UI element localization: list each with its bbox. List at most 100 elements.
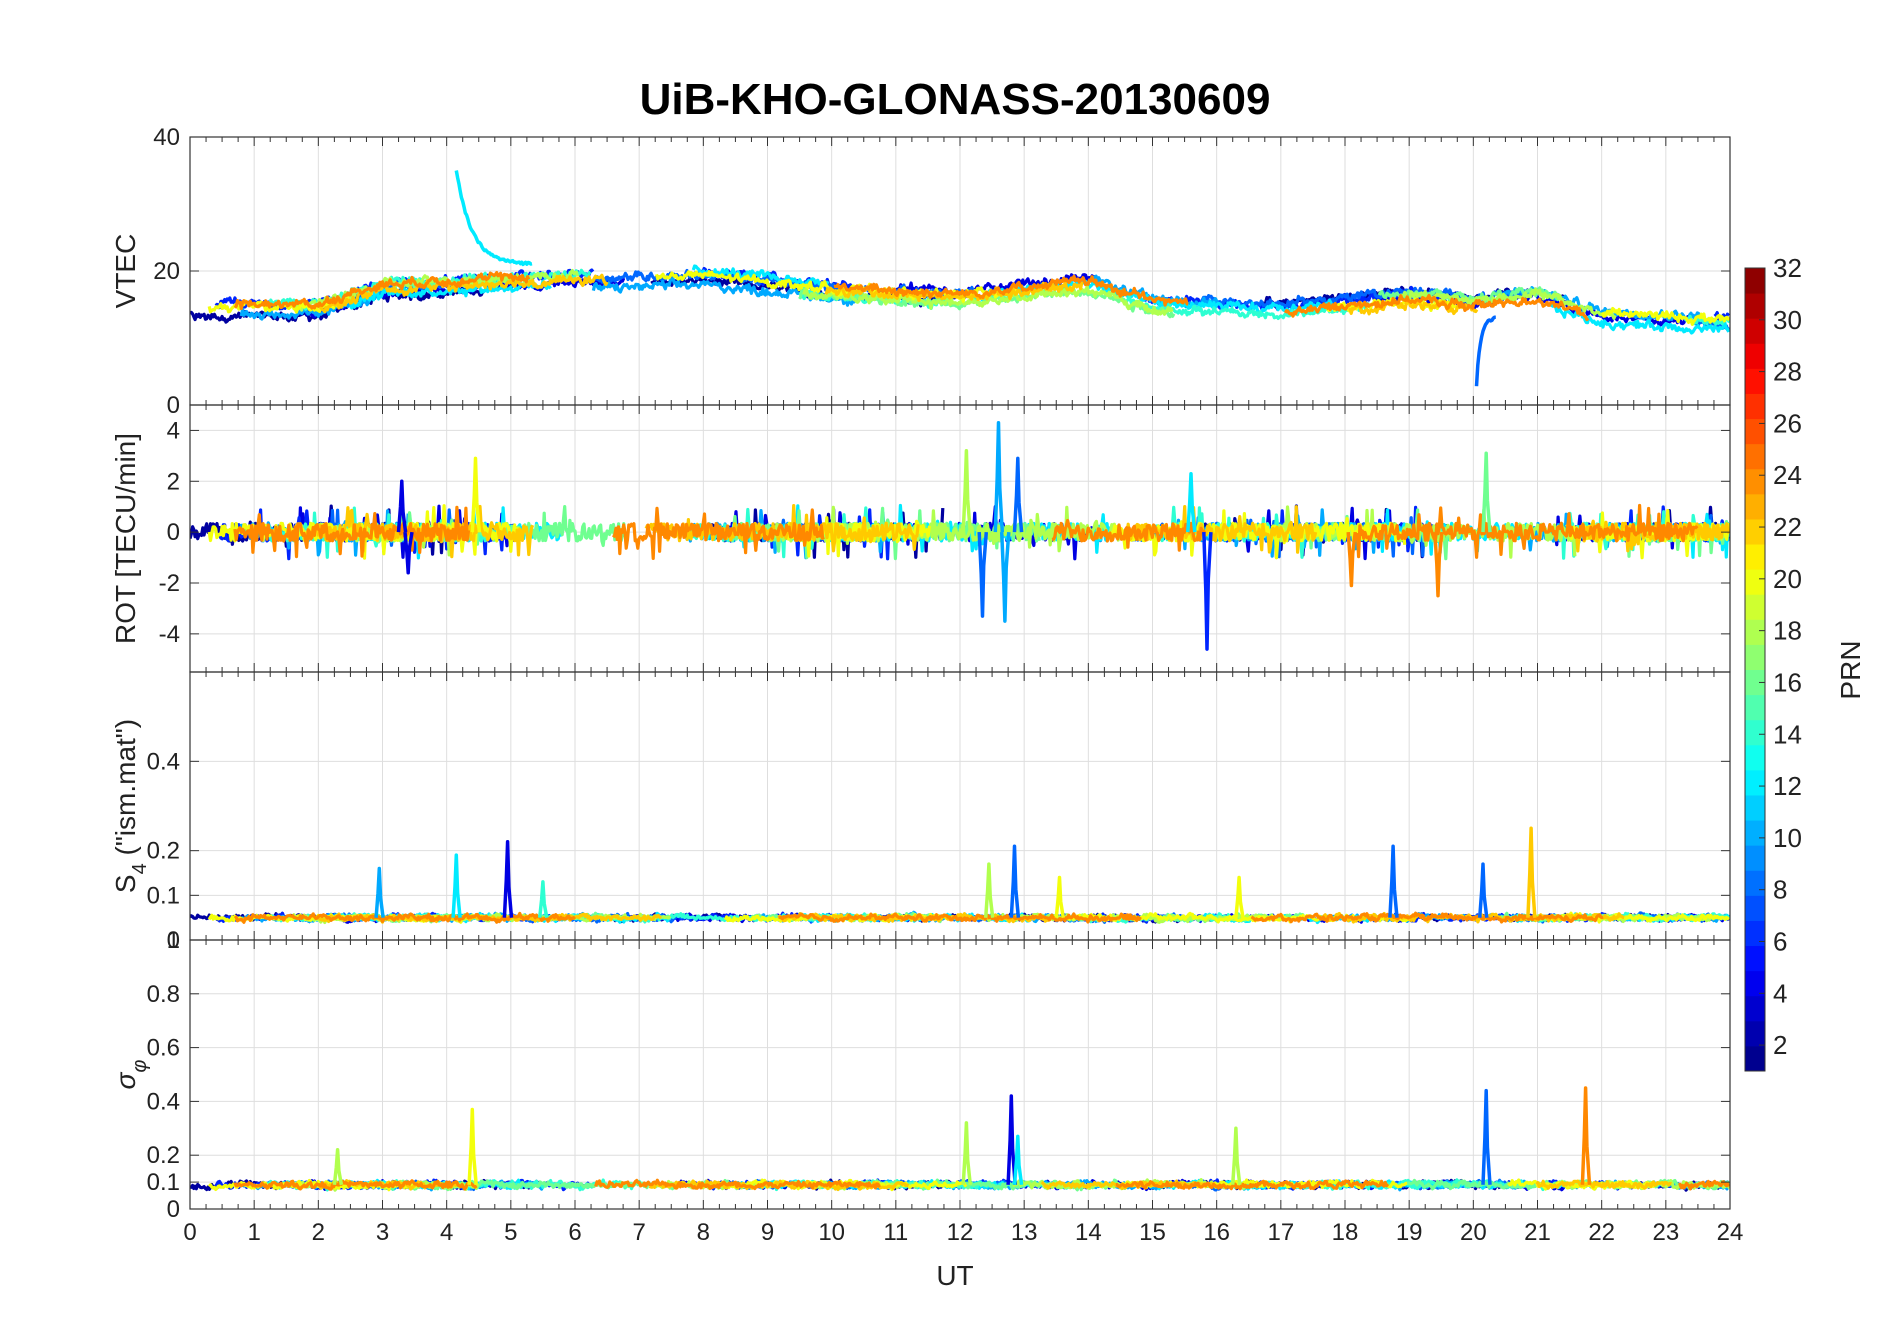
colorbar-swatch [1745,744,1765,771]
colorbar-swatch [1745,594,1765,620]
y-tick-label: 0.8 [147,981,180,1008]
y-axis-label-rot: ROT [TECU/min] [110,433,141,644]
y-tick-label: 0.1 [147,1169,180,1196]
y-tick-label: -2 [159,570,180,597]
x-tick-label: 24 [1717,1219,1744,1246]
colorbar-swatch [1745,268,1765,294]
y-tick-label: 2 [167,468,180,495]
colorbar-swatch [1745,870,1765,896]
spike-prn-6 [1202,532,1213,651]
spike-prn-4 [502,839,514,918]
spike-prn-8 [977,531,989,618]
panel-vtec: 0 20 40 VTEC [110,124,1731,419]
x-tick-label: 9 [761,1219,774,1246]
series-line-prn-24 [233,911,577,924]
x-tick-label: 3 [376,1219,389,1246]
colorbar-tick-label: 18 [1773,616,1802,646]
colorbar-swatch [1745,569,1765,595]
x-tick-label: 20 [1460,1219,1487,1246]
y-tick-label: 0.2 [147,1142,180,1169]
x-tick-label: 7 [632,1219,645,1246]
y-tick-label: 0.6 [147,1035,180,1062]
spike-prn-18 [1230,1126,1242,1186]
colorbar-tick-label: 4 [1773,978,1787,1008]
spike-prn-8 [1012,456,1024,533]
spike-prn-24 [1580,1086,1592,1185]
spike-prn-12 [1012,1134,1024,1186]
x-tick-label: 8 [697,1219,710,1246]
spike-prn-8 [1388,844,1399,918]
spike-prn-12 [454,170,533,267]
colorbar-swatch [1745,794,1765,821]
spike-prn-8 [1009,844,1021,918]
colorbar-swatch [1745,895,1765,921]
series-line-prn-24 [1051,518,1207,552]
grid-s4 [189,672,1731,941]
colorbar-swatch [1745,619,1765,645]
series-line-prn-24 [1250,911,1604,924]
colorbar-tick-label: 6 [1773,926,1787,956]
colorbar-tick-label: 20 [1773,564,1802,594]
colorbar-swatch [1745,769,1765,796]
spike-prn-18 [332,1148,344,1186]
colorbar-box [1744,267,1766,1072]
y-axis-label-vtec: VTEC [110,234,141,309]
colorbar-tick-label: 30 [1773,305,1802,335]
colorbar-swatch [1745,518,1765,545]
colorbar-tick-label: 24 [1773,460,1802,490]
panel-rot: -4 -2 0 2 4 ROT [TECU/min] [110,404,1731,673]
colorbar-swatch [1745,318,1765,344]
spike-prn-12 [1186,471,1197,533]
colorbar-swatch [1745,1045,1765,1072]
colorbar-swatch [1745,393,1765,420]
series-line-prn-22 [1348,298,1479,316]
spike-prn-12 [451,853,462,918]
colorbar-tick-label: 32 [1773,253,1802,283]
spike-prn-8 [1477,862,1489,918]
colorbar-swatch [1745,468,1765,495]
panel-s4: 0 0.1 0.2 0.4 1 S4 ("ism.mat") [110,671,1731,954]
y-tick-label: 0.2 [147,838,180,865]
y-tick-label: 0 [167,392,180,419]
series-line-prn-24 [1355,503,1699,559]
colorbar-swatch [1745,920,1765,947]
colorbar-swatch [1745,845,1765,871]
spike-prn-20 [1234,875,1245,918]
x-tick-label: 15 [1139,1219,1166,1246]
colorbar-tick-label: 8 [1773,875,1787,905]
colorbar-tick-label: 22 [1773,512,1802,542]
colorbar-tick-label: 14 [1773,719,1802,749]
spike-prn-18 [961,449,973,533]
colorbar-tick-label: 10 [1773,823,1802,853]
spike-prn-8 [1481,1088,1492,1185]
colorbar-swatch [1745,719,1765,746]
x-tick-label: 14 [1075,1219,1102,1246]
spike-prn-4 [396,479,408,533]
y-tick-label: 20 [153,258,180,285]
spike-prn-10 [999,531,1011,623]
series-line-prn-24 [1677,1179,1730,1191]
y-tick-label: 4 [167,417,180,444]
y-tick-label: 0 [167,519,180,546]
x-tick-label: 22 [1588,1219,1615,1246]
grid-vtec [189,136,1731,406]
grid-sigma_phi [189,940,1731,1210]
series-line-prn-24 [833,274,1189,307]
panel-sigma_phi: 00.10.2 0.4 0.6 0.8 σφ [110,939,1731,1223]
colorbar-swatch [1745,970,1765,997]
y-axis-label-s4: S4 ("ism.mat") [110,719,151,893]
colorbar-swatch [1745,418,1765,445]
spike-prn-8 [1474,315,1497,387]
x-tick-label: 21 [1524,1219,1551,1246]
x-tick-label: 4 [440,1219,453,1246]
spike-prn-18 [961,1121,973,1185]
series-line-prn-24 [612,506,825,561]
series-line-prn-24 [233,1179,478,1191]
series-line-prn-24 [233,271,531,311]
series-group-s4 [190,826,1730,925]
y-tick-label: 40 [153,124,180,151]
x-tick-label: 6 [568,1219,581,1246]
chart-title: UiB-KHO-GLONASS-20130609 [640,75,1271,124]
colorbar-swatch [1745,443,1765,470]
